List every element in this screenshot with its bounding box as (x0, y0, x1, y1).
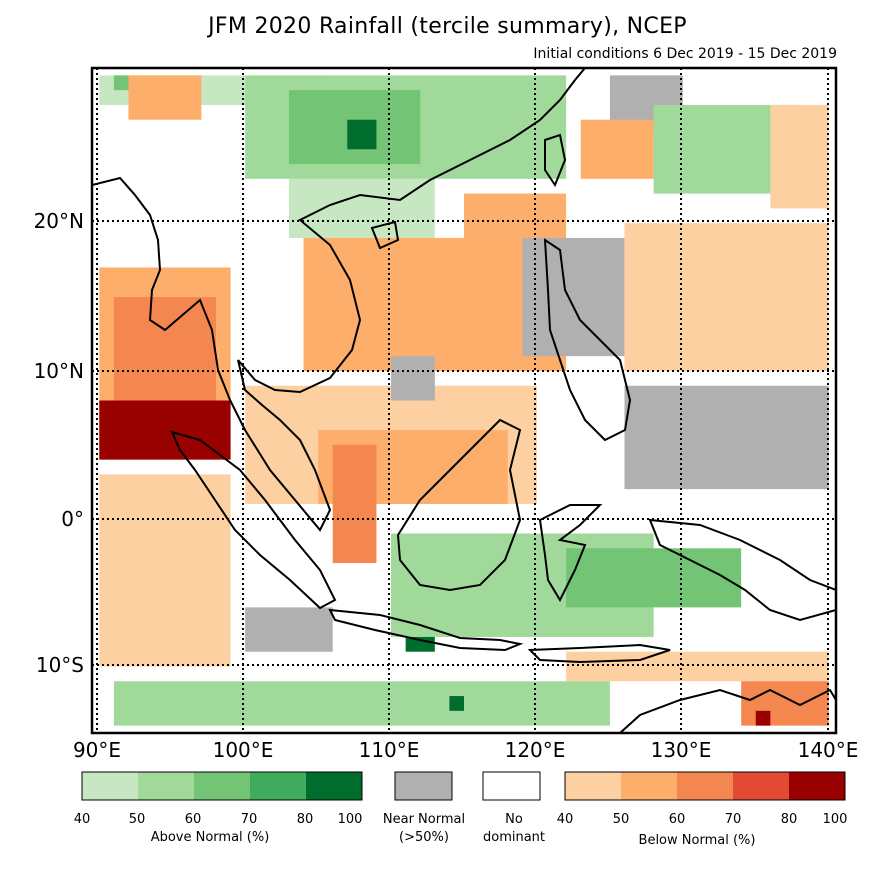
tercile-region-near-17 (522, 237, 625, 357)
below-swatch-4 (733, 772, 789, 800)
tercile-region-above-26 (566, 548, 742, 608)
below-tick-50: 50 (613, 812, 630, 827)
map-subtitle: Initial conditions 6 Dec 2019 - 15 Dec 2… (533, 46, 837, 62)
legend-near-normal-swatch (394, 771, 453, 801)
tercile-region-near-24 (391, 356, 435, 401)
map-title: JFM 2020 Rainfall (tercile summary), NCE… (208, 14, 687, 39)
above-tick-100: 100 (338, 812, 363, 827)
below-tick-40: 40 (557, 812, 574, 827)
legend-below-normal (564, 771, 846, 801)
below-swatch-1 (565, 772, 621, 800)
legend-below-caption: Below Normal (%) (639, 833, 756, 848)
legend-above-caption: Above Normal (%) (151, 830, 270, 845)
tercile-region-above-5 (347, 119, 377, 150)
above-swatch-2 (138, 772, 194, 800)
coastline-sumatra (170, 430, 337, 610)
legend-near-normal-line1: Near Normal (383, 812, 465, 827)
tercile-region-below-15 (99, 474, 231, 667)
above-border (81, 771, 363, 801)
tercile-region-below-19 (624, 223, 829, 371)
coastlines (92, 68, 836, 733)
tercile-region-below-10 (770, 104, 829, 209)
tercile-region-below-31 (566, 651, 829, 682)
legend-no-dominant-line2: dominant (483, 830, 545, 845)
above-tick-50: 50 (129, 812, 146, 827)
below-tick-60: 60 (669, 812, 686, 827)
above-swatch-1 (82, 772, 138, 800)
lat-label-0: 0° (61, 507, 84, 531)
lon-label-130e: 130°E (651, 738, 712, 762)
above-swatch-4 (250, 772, 306, 800)
tercile-region-near-20 (624, 385, 829, 490)
legend-below-ticks: 40 50 60 70 80 100 (557, 812, 848, 827)
tercile-region-below-23 (332, 444, 377, 564)
tercile-region-below-32 (741, 681, 829, 726)
lon-label-100e: 100°E (213, 738, 274, 762)
above-tick-80: 80 (297, 812, 314, 827)
above-tick-60: 60 (185, 812, 202, 827)
tercile-region-above-6 (288, 178, 435, 238)
tercile-region-near-27 (245, 607, 333, 652)
legend-near-normal-line2: (>50%) (399, 830, 449, 845)
lon-label-110e: 110°E (359, 738, 420, 762)
tercile-region-above-28 (113, 681, 610, 726)
lon-label-140e: 140°E (798, 738, 859, 762)
coastline-mainland (92, 68, 586, 532)
below-tick-80: 80 (781, 812, 798, 827)
lat-label-10n: 10°N (34, 359, 84, 383)
coastline-sulawesi (538, 504, 603, 603)
tercile-region-below-33 (755, 710, 771, 726)
tercile-region-below-11 (464, 193, 567, 238)
tercile-region-above-29 (449, 696, 464, 711)
tercile-region-above-1 (113, 75, 129, 91)
map-frame (90, 66, 838, 735)
legend-above-normal (81, 771, 363, 801)
below-swatch-2 (621, 772, 677, 800)
graticule (92, 68, 836, 733)
below-swatch-5 (789, 772, 845, 800)
legend-no-dominant-line1: No (505, 812, 523, 827)
coastline-borneo (396, 418, 522, 592)
legend-no-dominant-swatch (482, 771, 541, 801)
coastline-australia (619, 688, 836, 733)
below-swatch-3 (677, 772, 733, 800)
tercile-cells (99, 75, 829, 726)
lat-label-20n: 20°N (34, 209, 84, 233)
tercile-region-below-8 (580, 119, 654, 179)
coastline-java (328, 608, 524, 652)
coastline-philippines (543, 238, 632, 442)
above-swatch-5 (306, 772, 362, 800)
lon-label-120e: 120°E (505, 738, 566, 762)
below-tick-70: 70 (725, 812, 742, 827)
coastline-lesser-sunda (527, 643, 671, 664)
above-tick-70: 70 (241, 812, 258, 827)
above-tick-40: 40 (74, 812, 91, 827)
legend-above-ticks: 40 50 60 70 80 100 (74, 812, 363, 827)
coastline-hainan (370, 220, 400, 250)
lon-labels: 90°E 100°E 110°E 120°E 130°E 140°E (73, 738, 858, 762)
lat-label-10s: 10°S (36, 653, 84, 677)
tercile-region-below-14 (99, 400, 231, 460)
tercile-region-below-2 (128, 75, 202, 120)
above-swatch-3 (194, 772, 250, 800)
below-tick-100: 100 (823, 812, 848, 827)
below-border (564, 771, 846, 801)
lat-labels: 20°N 10°N 0° 10°S (34, 209, 84, 677)
tercile-region-below-13 (113, 297, 216, 401)
lon-label-90e: 90°E (73, 738, 121, 762)
coastline-taiwan (544, 133, 567, 188)
coastline-new-guinea (648, 518, 836, 622)
